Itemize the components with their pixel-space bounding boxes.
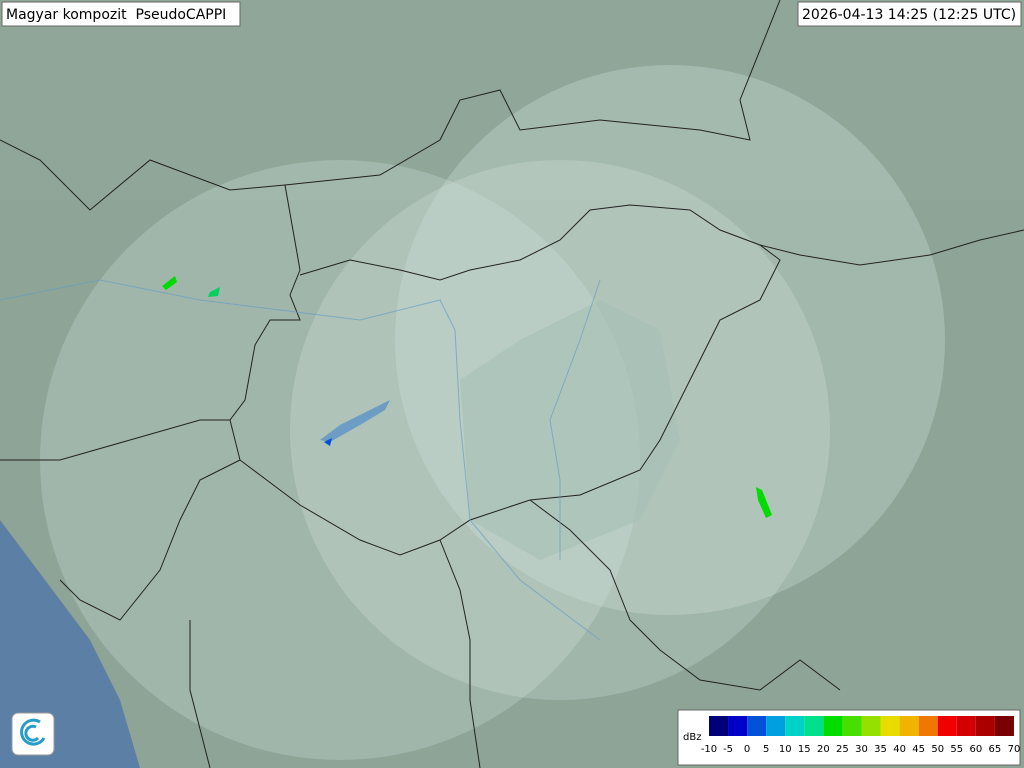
plain bbox=[460, 300, 680, 560]
legend-swatch bbox=[994, 716, 1014, 736]
logo bbox=[11, 712, 55, 756]
legend-tick-label: -5 bbox=[723, 744, 733, 755]
country-border bbox=[229, 184, 781, 556]
river bbox=[549, 279, 601, 560]
legend-swatch bbox=[899, 716, 919, 736]
legend-swatch bbox=[918, 716, 938, 736]
legend-swatch bbox=[804, 716, 824, 736]
radar-echo bbox=[756, 487, 772, 518]
legend-tick-label: 55 bbox=[950, 744, 963, 755]
legend-tick-label: 25 bbox=[836, 744, 849, 755]
country-border bbox=[59, 459, 241, 621]
country-border bbox=[439, 539, 481, 768]
legend-tick-label: 40 bbox=[893, 744, 906, 755]
country-border bbox=[759, 229, 1024, 266]
legend-unit: dBz bbox=[683, 732, 701, 743]
time-box bbox=[797, 1, 1022, 27]
legend-swatch bbox=[728, 716, 748, 736]
legend-tick-label: 15 bbox=[798, 744, 811, 755]
timestamp: 2026-04-13 14:25 (12:25 UTC) bbox=[802, 7, 1016, 23]
legend-tick-label: 20 bbox=[817, 744, 830, 755]
radar-echo bbox=[208, 287, 220, 297]
legend-swatch bbox=[766, 716, 786, 736]
legend-swatch bbox=[975, 716, 995, 736]
legend-swatch bbox=[842, 716, 862, 736]
radar-coverage bbox=[40, 160, 640, 760]
legend-swatch bbox=[823, 716, 843, 736]
legend-swatch bbox=[956, 716, 976, 736]
radar-echo bbox=[162, 276, 177, 290]
title-box bbox=[1, 1, 241, 27]
river bbox=[0, 279, 601, 641]
legend-tick-label: -10 bbox=[701, 744, 717, 755]
legend-tick-label: 0 bbox=[744, 744, 750, 755]
radar-echo bbox=[324, 438, 332, 446]
legend-swatch bbox=[747, 716, 767, 736]
country-border bbox=[0, 0, 781, 211]
title: Magyar kompozit PseudoCAPPI bbox=[6, 7, 226, 23]
legend-swatch bbox=[937, 716, 957, 736]
terrain-north bbox=[0, 0, 1024, 200]
legend-tick-label: 65 bbox=[989, 744, 1002, 755]
sea bbox=[0, 520, 140, 768]
legend-swatch bbox=[785, 716, 805, 736]
legend-tick-label: 50 bbox=[931, 744, 944, 755]
legend-swatch bbox=[880, 716, 900, 736]
country-border bbox=[0, 419, 230, 461]
legend-tick-label: 30 bbox=[855, 744, 868, 755]
legend-swatch bbox=[861, 716, 881, 736]
legend-swatch bbox=[709, 716, 729, 736]
legend-tick-label: 60 bbox=[969, 744, 982, 755]
lake bbox=[320, 400, 390, 442]
country-border bbox=[189, 620, 211, 768]
legend-tick-label: 5 bbox=[763, 744, 769, 755]
legend-tick-label: 10 bbox=[779, 744, 792, 755]
legend-tick-label: 70 bbox=[1008, 744, 1021, 755]
legend-tick-label: 45 bbox=[912, 744, 925, 755]
legend: dBz -10 -5 0 5 10 15 20 25 30 35 40 45 50 55 60 65 70 bbox=[677, 709, 1021, 766]
country-border bbox=[529, 499, 841, 691]
legend-tick-label: 35 bbox=[874, 744, 887, 755]
